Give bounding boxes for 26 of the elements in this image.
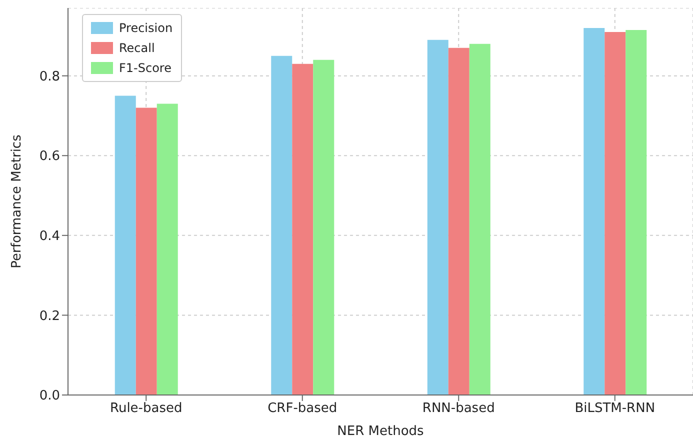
x-axis-title: NER Methods [337, 424, 424, 439]
x-tick-label: Rule-based [110, 401, 182, 416]
bar [271, 56, 292, 395]
x-tick-label: RNN-based [422, 401, 495, 416]
legend-label: Recall [119, 40, 155, 57]
y-axis-title: Performance Metrics [10, 134, 25, 268]
bar [114, 96, 136, 395]
bar [427, 40, 448, 395]
y-tick-label: 0.2 [39, 308, 60, 324]
legend-label: Precision [119, 20, 173, 37]
legend-label: F1-Score [119, 60, 172, 77]
y-tick-label: 0.6 [39, 149, 60, 164]
bar [448, 48, 470, 395]
bar [604, 32, 626, 395]
bar [313, 60, 334, 395]
y-tick-label: 0.8 [39, 69, 60, 84]
y-tick-label: 0.4 [39, 229, 60, 244]
x-tick-label: BiLSTM-RNN [574, 401, 656, 416]
bar [292, 64, 314, 395]
bar [469, 44, 490, 395]
bar [136, 108, 157, 395]
bar [156, 104, 178, 395]
y-tick-label: 0.0 [39, 388, 60, 404]
x-tick-label: CRF-based [268, 401, 338, 416]
bar [584, 28, 605, 395]
bar [626, 30, 647, 395]
